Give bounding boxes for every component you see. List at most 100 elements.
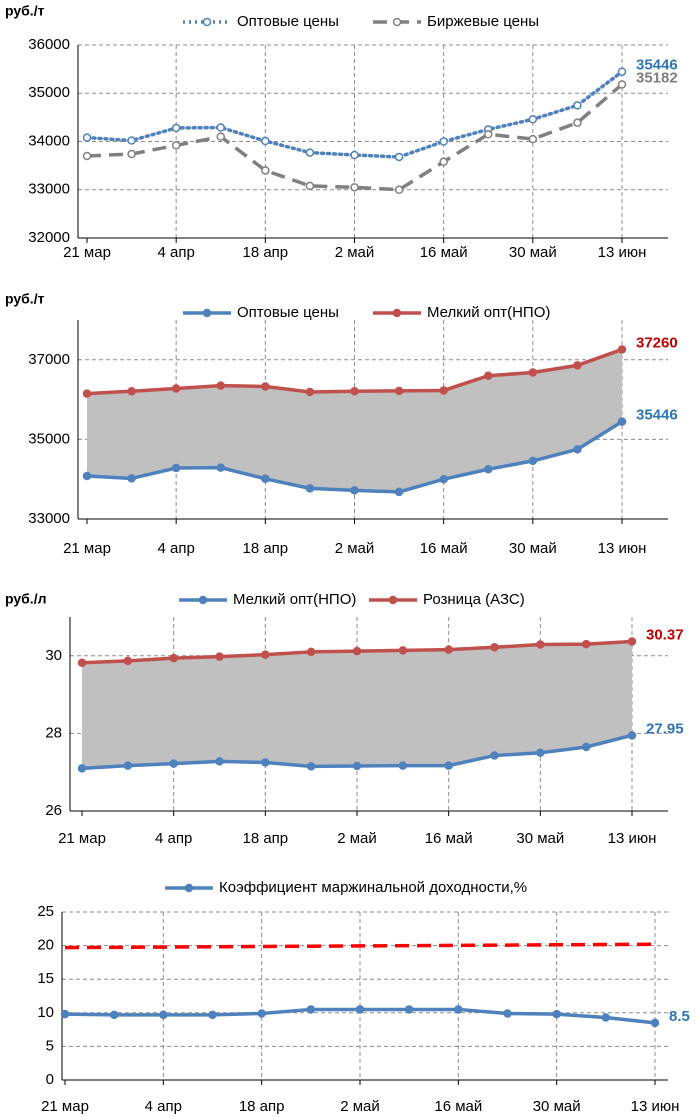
legend-label: Мелкий опт(НПО) bbox=[233, 591, 356, 608]
series-line bbox=[64, 942, 656, 950]
point bbox=[528, 115, 538, 124]
x-tick-label: 16 май bbox=[434, 1098, 482, 1115]
point bbox=[439, 157, 448, 167]
point bbox=[650, 1018, 660, 1028]
y-tick-label: 33000 bbox=[28, 181, 70, 198]
legend-marker bbox=[388, 595, 398, 605]
point bbox=[581, 742, 591, 752]
y-tick-label: 5 bbox=[46, 1037, 54, 1054]
point bbox=[257, 1009, 266, 1018]
end-value-label: 8.5 bbox=[669, 1008, 690, 1025]
point bbox=[350, 150, 359, 160]
point bbox=[171, 463, 181, 473]
band-fill bbox=[87, 349, 622, 492]
point bbox=[216, 381, 225, 390]
x-tick-label: 21 мар bbox=[63, 540, 111, 557]
point bbox=[394, 386, 404, 396]
point bbox=[305, 387, 315, 397]
y-tick-label: 35000 bbox=[28, 430, 70, 447]
point bbox=[305, 148, 315, 157]
point bbox=[394, 185, 404, 194]
point bbox=[617, 80, 627, 89]
point bbox=[350, 183, 359, 192]
x-tick-label: 18 апр bbox=[242, 244, 288, 261]
point bbox=[536, 748, 545, 758]
x-tick-label: 18 апр bbox=[239, 1098, 285, 1115]
x-tick-label: 13 июн bbox=[598, 540, 647, 557]
point bbox=[573, 118, 582, 127]
point bbox=[581, 639, 591, 649]
y-tick-label: 35000 bbox=[28, 84, 70, 101]
legend-marker bbox=[202, 17, 212, 27]
point bbox=[306, 1005, 316, 1014]
x-tick-label: 21 мар bbox=[63, 244, 111, 261]
point bbox=[77, 658, 87, 668]
y-axis-label: руб./т bbox=[5, 291, 45, 307]
legend-label: Оптовые цены bbox=[237, 304, 339, 321]
point bbox=[127, 149, 136, 159]
point bbox=[261, 650, 270, 659]
point bbox=[127, 136, 136, 145]
legend-label: Оптовые цены bbox=[237, 13, 339, 30]
point bbox=[484, 371, 493, 380]
x-tick-label: 4 апр bbox=[145, 1098, 182, 1115]
legend-marker bbox=[198, 595, 208, 605]
y-tick-label: 34000 bbox=[28, 132, 70, 149]
y-tick-label: 30 bbox=[45, 647, 62, 664]
point bbox=[127, 474, 136, 483]
point bbox=[490, 751, 499, 760]
end-value-label: 35446 bbox=[636, 57, 678, 74]
point bbox=[536, 640, 545, 649]
y-tick-label: 33000 bbox=[28, 510, 70, 527]
end-value-label: 35182 bbox=[636, 69, 678, 86]
legend-marker bbox=[392, 308, 402, 318]
x-tick-label: 30 май bbox=[516, 830, 564, 847]
end-value-label: 27.95 bbox=[646, 720, 684, 737]
legend-marker bbox=[184, 883, 194, 893]
point bbox=[350, 386, 359, 396]
x-tick-label: 18 апр bbox=[242, 830, 288, 847]
point bbox=[398, 646, 408, 655]
point bbox=[215, 757, 224, 766]
point bbox=[490, 643, 499, 652]
y-tick-label: 28 bbox=[45, 724, 62, 741]
point bbox=[617, 417, 627, 426]
y-tick-label: 15 bbox=[37, 970, 54, 987]
point bbox=[573, 445, 582, 454]
legend-label: Коэффициент маржинальной доходности,% bbox=[219, 879, 527, 896]
point bbox=[444, 645, 453, 654]
point bbox=[109, 1010, 119, 1020]
end-value-label: 35446 bbox=[636, 407, 678, 424]
y-axis-label: руб./т bbox=[5, 3, 45, 19]
legend-marker bbox=[202, 308, 212, 318]
point bbox=[305, 181, 315, 191]
x-tick-label: 2 май bbox=[337, 830, 377, 847]
point bbox=[123, 761, 133, 770]
y-tick-label: 10 bbox=[37, 1004, 54, 1021]
point bbox=[82, 151, 92, 161]
y-tick-label: 32000 bbox=[28, 229, 70, 246]
point bbox=[528, 456, 538, 466]
y-tick-label: 25 bbox=[37, 903, 54, 920]
point bbox=[552, 1009, 561, 1019]
point bbox=[484, 465, 493, 474]
x-tick-label: 16 май bbox=[420, 244, 468, 261]
point bbox=[216, 132, 225, 141]
point bbox=[171, 123, 181, 133]
x-tick-label: 2 май bbox=[335, 244, 375, 261]
point bbox=[216, 463, 225, 472]
point bbox=[444, 761, 453, 770]
x-tick-label: 4 апр bbox=[158, 244, 195, 261]
point bbox=[350, 486, 359, 495]
x-tick-label: 30 май bbox=[509, 244, 557, 261]
point bbox=[77, 764, 87, 773]
point bbox=[123, 656, 133, 666]
point bbox=[394, 152, 404, 162]
point bbox=[169, 759, 178, 768]
point bbox=[439, 137, 448, 146]
point bbox=[355, 1005, 365, 1014]
y-tick-label: 0 bbox=[46, 1071, 54, 1088]
point bbox=[82, 471, 92, 481]
point bbox=[305, 484, 315, 493]
